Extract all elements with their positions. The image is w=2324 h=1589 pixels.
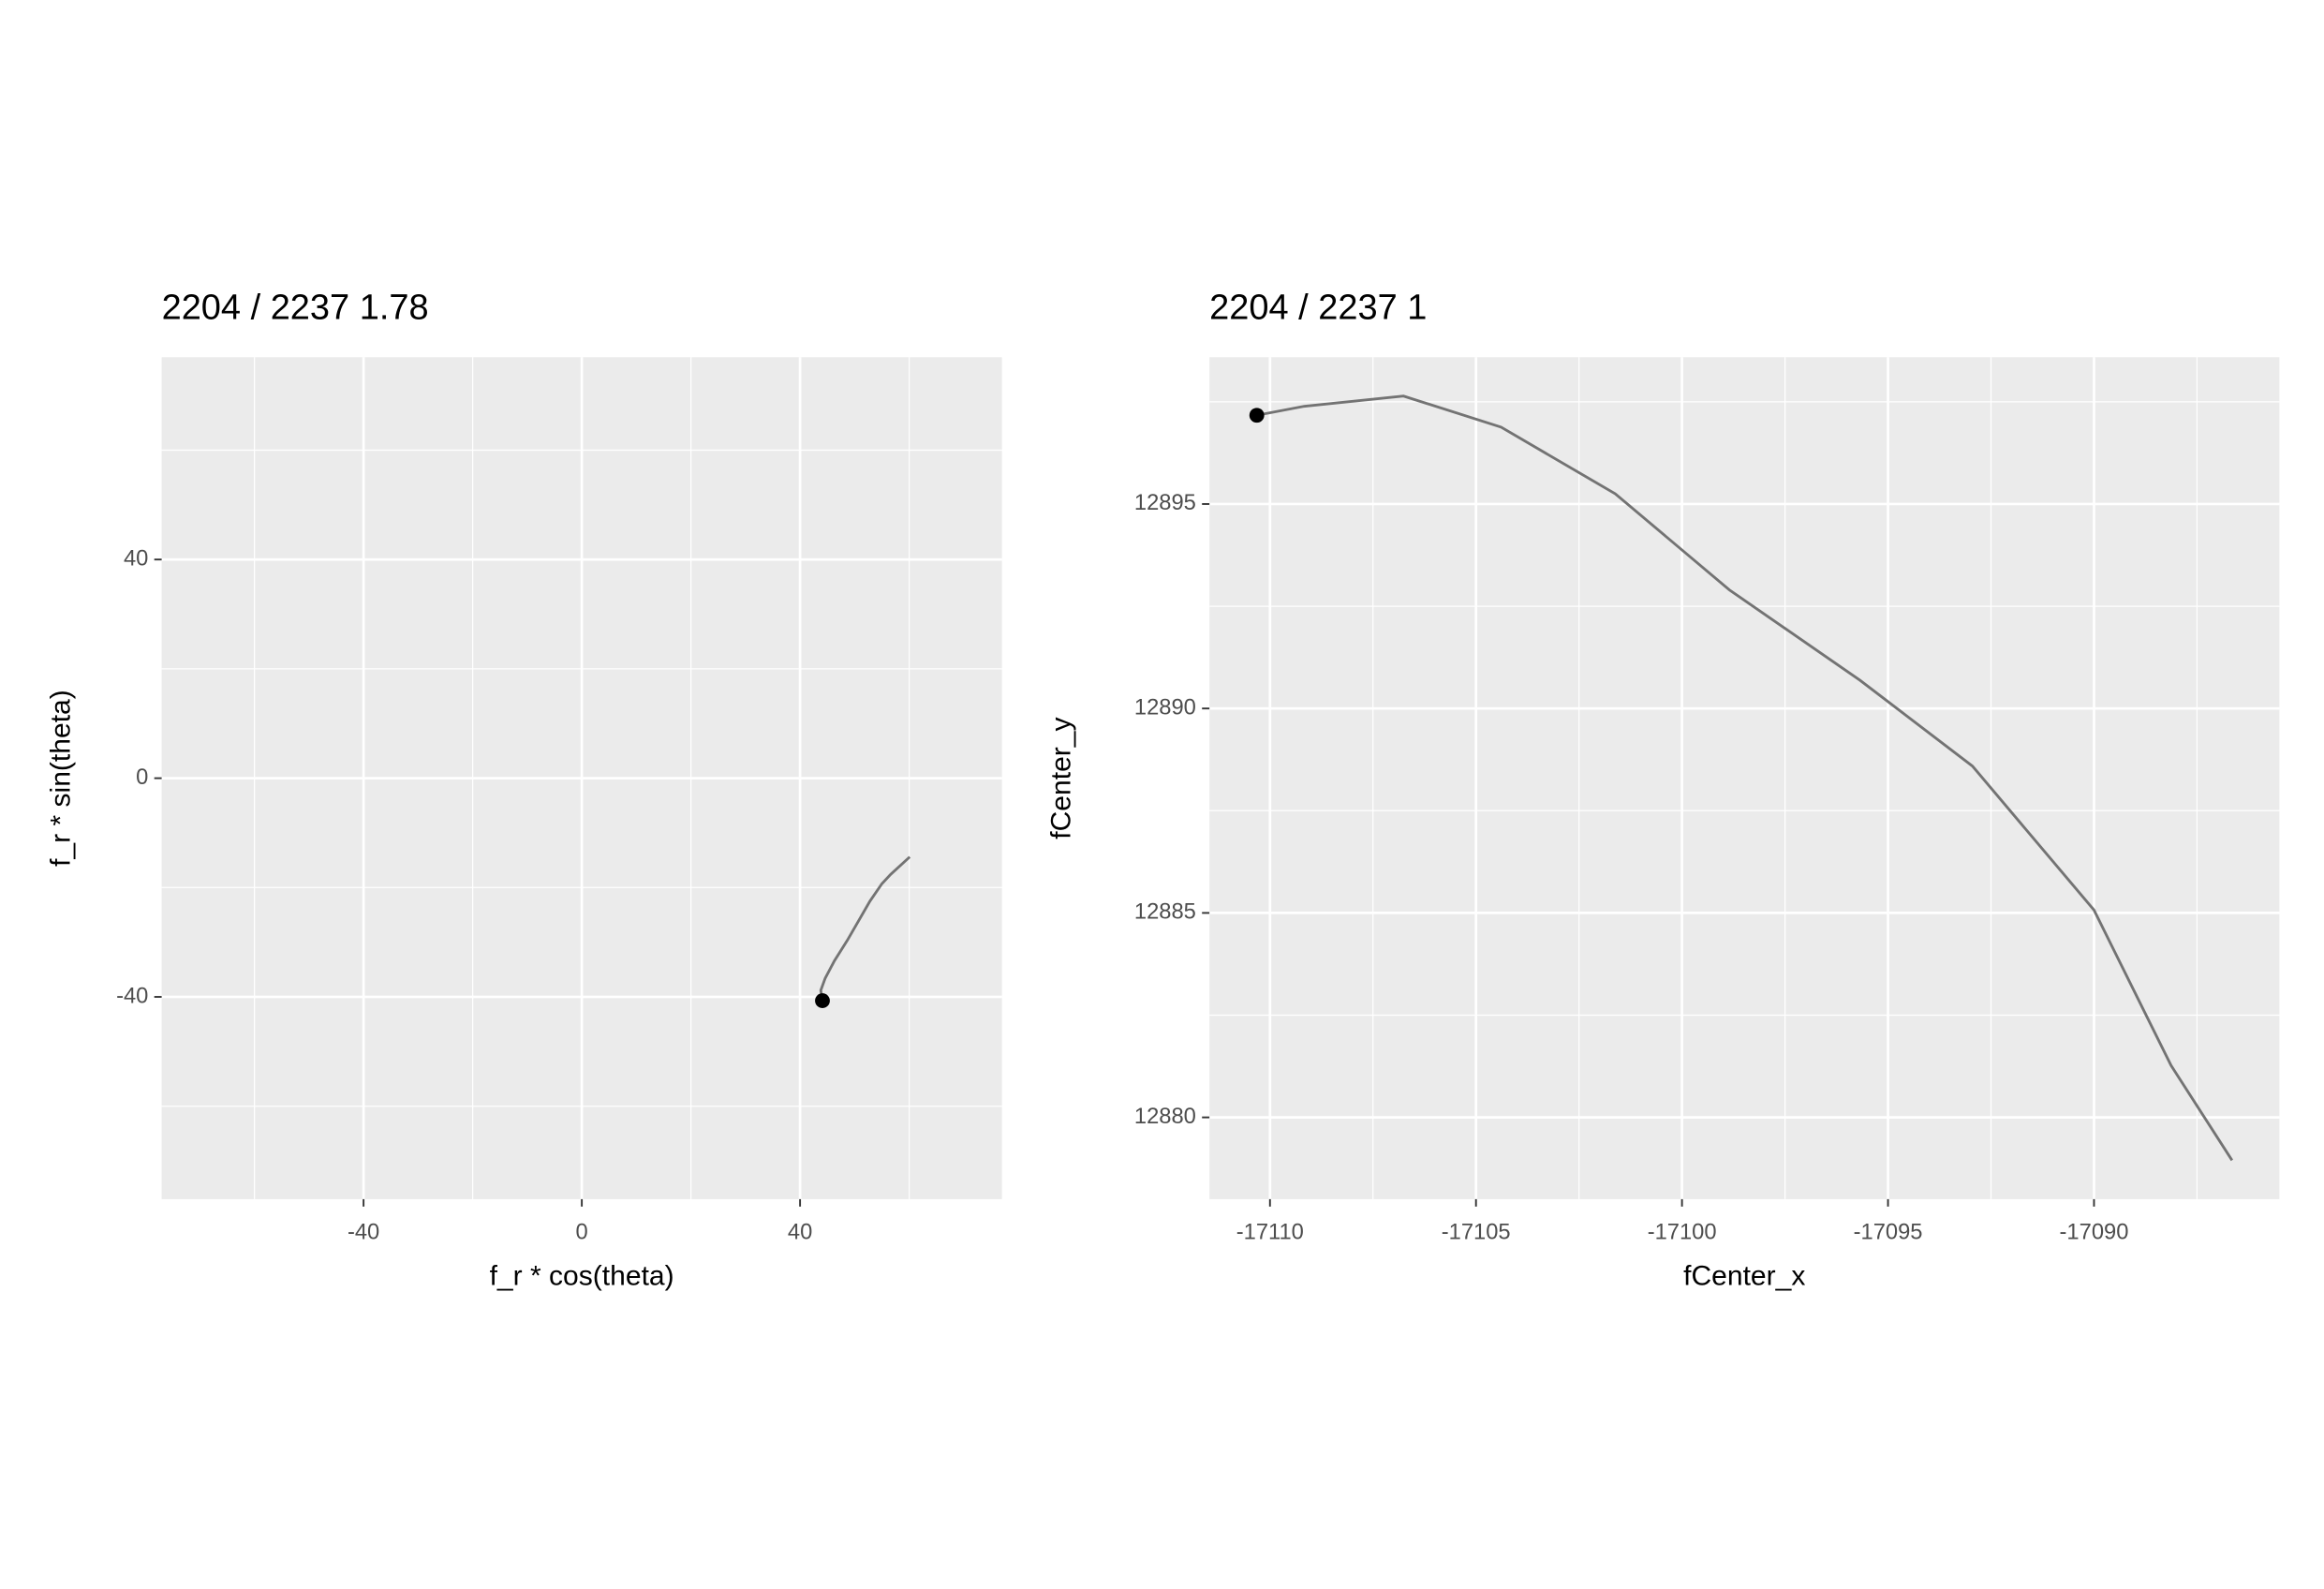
x-tick-label: -17110 <box>1236 1221 1304 1245</box>
chart-title: 2204 / 2237 1 <box>1209 289 1427 328</box>
highlight-point <box>1249 408 1265 423</box>
chart-title: 2204 / 2237 1.78 <box>162 289 429 328</box>
x-tick-label: 0 <box>576 1221 588 1245</box>
y-tick-label: 0 <box>136 765 148 790</box>
data-line <box>1256 394 2234 1162</box>
y-tick-label: -40 <box>116 984 148 1008</box>
x-tick-label: -17095 <box>1854 1221 1923 1245</box>
x-axis-title: f_r * cos(theta) <box>490 1261 674 1292</box>
y-tick-label: 12885 <box>1134 900 1196 925</box>
x-tick-label: -40 <box>348 1221 379 1245</box>
y-tick-label: 12890 <box>1134 695 1196 720</box>
highlight-point <box>815 993 830 1009</box>
x-tick-label: -17100 <box>1648 1221 1717 1245</box>
x-tick-label: -17090 <box>2060 1221 2129 1245</box>
panel-background <box>1209 357 2280 1199</box>
x-tick-label: 40 <box>788 1221 812 1245</box>
x-tick-label: -17105 <box>1442 1221 1511 1245</box>
y-tick-label: 12880 <box>1134 1105 1196 1129</box>
y-tick-label: 40 <box>124 546 148 571</box>
x-axis-title: fCenter_x <box>1683 1261 1805 1292</box>
data-line <box>819 855 911 1002</box>
y-axis-title: fCenter_y <box>1045 717 1076 839</box>
y-axis-title: f_r * sin(theta) <box>46 690 77 867</box>
y-tick-label: 12895 <box>1134 491 1196 515</box>
